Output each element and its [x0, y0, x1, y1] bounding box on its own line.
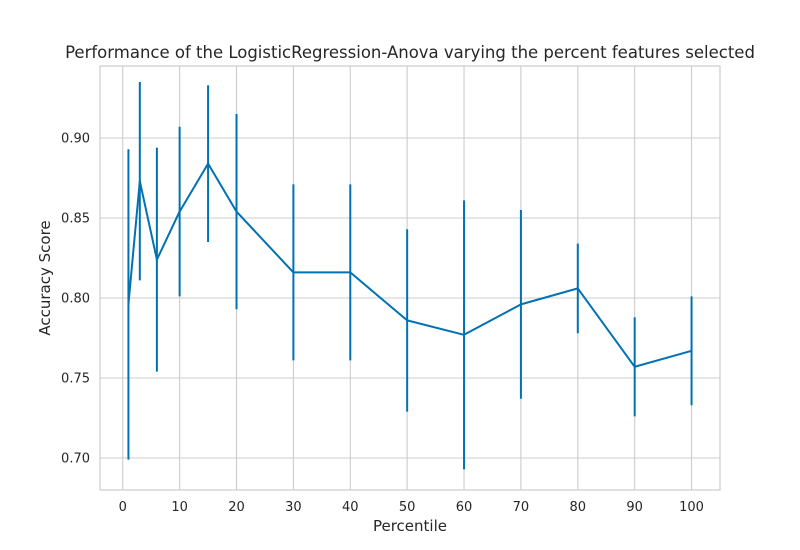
x-tick-label: 50 — [399, 500, 416, 515]
x-tick-label: 90 — [626, 500, 643, 515]
x-tick-label: 10 — [171, 500, 188, 515]
x-axis-label: Percentile — [373, 517, 447, 535]
x-tick-label: 60 — [456, 500, 473, 515]
x-tick-label: 0 — [119, 500, 127, 515]
x-tick-label: 100 — [679, 500, 704, 515]
y-tick-label: 0.70 — [61, 452, 90, 467]
series-line — [127, 162, 692, 368]
chart-title: Performance of the LogisticRegression-An… — [65, 43, 755, 62]
x-tick-label: 20 — [228, 500, 245, 515]
series-layer — [127, 82, 693, 470]
x-tick-label: 80 — [570, 500, 587, 515]
axes-frame — [99, 65, 721, 491]
y-tick-label: 0.75 — [61, 372, 90, 387]
plot-background — [100, 66, 720, 490]
y-tick-label: 0.90 — [61, 132, 90, 147]
plot-frame — [99, 65, 721, 491]
x-tick-label: 70 — [513, 500, 530, 515]
y-tick-label: 0.80 — [61, 292, 90, 307]
y-axis-label: Accuracy Score — [36, 220, 54, 335]
x-tick-label: 30 — [285, 500, 302, 515]
x-tick-label: 40 — [342, 500, 359, 515]
tick-labels: 0 10 20 30 40 50 60 70 80 90 100 0.70 0.75 0.80 0.85 0.… — [61, 132, 704, 516]
y-tick-label: 0.85 — [61, 212, 90, 227]
